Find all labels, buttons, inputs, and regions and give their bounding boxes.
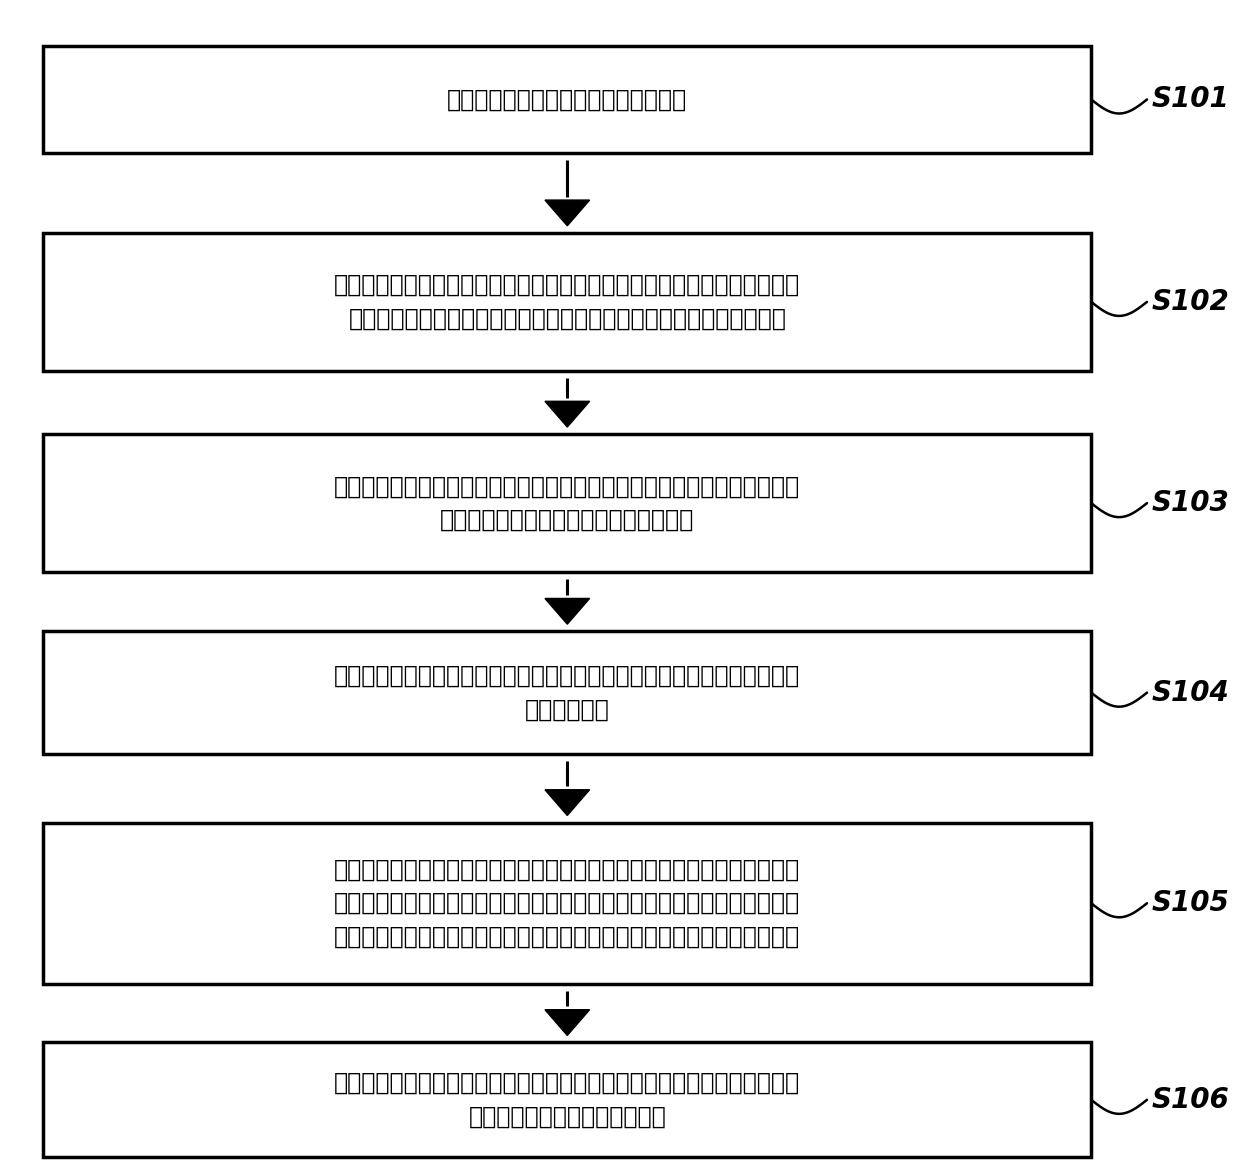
Text: 测量所述第一偏振分量和所述第三偏振分量的贝尔态，以及所述第二偏振分
量和所述第四偏振分量的贝尔态: 测量所述第一偏振分量和所述第三偏振分量的贝尔态，以及所述第二偏振分 量和所述第四… xyxy=(335,1071,800,1129)
Polygon shape xyxy=(546,401,590,427)
Text: S102: S102 xyxy=(1152,288,1229,316)
Bar xyxy=(43,1042,1091,1157)
Polygon shape xyxy=(546,790,590,815)
Text: 制备第一光量子信号和第二光量子信号: 制备第一光量子信号和第二光量子信号 xyxy=(448,88,687,111)
Text: S105: S105 xyxy=(1152,889,1229,917)
Bar xyxy=(43,823,1091,984)
Text: 将经过扰偏后的第二光量子信号分离为偏振方向相互正交的第三偏振分量和
第四偏振分量，所述第一偏振分量的偏振方向与所述第三偏振分量的偏振方
向相同，所述第二偏振分量: 将经过扰偏后的第二光量子信号分离为偏振方向相互正交的第三偏振分量和 第四偏振分量… xyxy=(335,858,800,949)
Text: 对所述第一光量子信号和所述第二光量子信号进行扰偏操作，使得所述第一
光量子信号和所述第二光量子信号的偏振态均匀分布在庞加莱球的表面: 对所述第一光量子信号和所述第二光量子信号进行扰偏操作，使得所述第一 光量子信号和… xyxy=(335,273,800,331)
Text: S101: S101 xyxy=(1152,85,1229,113)
Text: S106: S106 xyxy=(1152,1086,1229,1114)
Bar xyxy=(43,632,1091,755)
Bar xyxy=(43,233,1091,371)
Text: S104: S104 xyxy=(1152,679,1229,707)
Polygon shape xyxy=(546,200,590,226)
Text: S103: S103 xyxy=(1152,489,1229,517)
Bar xyxy=(43,434,1091,572)
Text: 将经过扰偏后的第一光量子信号分离为偏振方向相互正交的第一偏振分量和
第二偏振分量: 将经过扰偏后的第一光量子信号分离为偏振方向相互正交的第一偏振分量和 第二偏振分量 xyxy=(335,663,800,722)
Bar xyxy=(43,46,1091,153)
Polygon shape xyxy=(546,599,590,625)
Polygon shape xyxy=(546,1010,590,1035)
Text: 分别将经过扰偏后的第一光量子信号通过第一光纤信道传输和将经过扰偏后
的第二光量子信号通过第二光纤信道传输: 分别将经过扰偏后的第一光量子信号通过第一光纤信道传输和将经过扰偏后 的第二光量子… xyxy=(335,474,800,532)
